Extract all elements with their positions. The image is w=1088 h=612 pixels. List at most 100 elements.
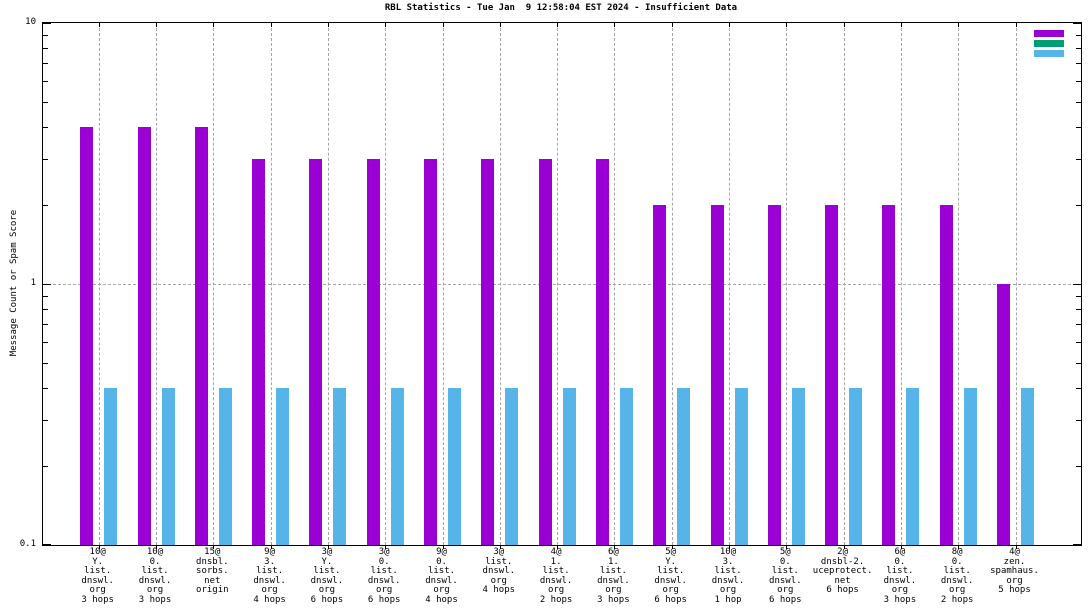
y-major-tick: [43, 284, 51, 285]
y-minor-tick: [43, 420, 48, 422]
bar-score-0-1-: [276, 387, 290, 545]
x-tick-label: 3@ list. dnswl. org 4 hops: [482, 547, 516, 595]
y-minor-tick: [43, 34, 48, 36]
x-bottom-tick: [98, 545, 100, 549]
x-tick-label: 10@ 3. list. dnswl. org 1 hop: [711, 547, 745, 605]
gridline-x: [270, 23, 272, 545]
y-minor-tick: [1076, 101, 1081, 103]
x-tick-label: 3@ 0. list. dnswl. org 6 hops: [367, 547, 401, 605]
x-top-tick: [1015, 23, 1017, 27]
bar-not-spam: [653, 205, 667, 545]
bar-score-0-1-: [161, 387, 175, 545]
y-tick-label: 0.1: [19, 539, 36, 549]
bar-not-spam: [366, 159, 380, 545]
y-minor-tick: [1076, 309, 1081, 311]
y-minor-tick: [43, 48, 48, 50]
y-minor-tick: [43, 362, 48, 364]
x-bottom-tick: [270, 545, 272, 549]
bar-not-spam: [710, 205, 724, 545]
x-bottom-tick: [213, 545, 215, 549]
bar-score-0-1-: [619, 387, 633, 545]
bar-not-spam: [882, 205, 896, 545]
y-minor-tick: [1076, 63, 1081, 65]
gridline-x: [1015, 23, 1017, 545]
x-top-tick: [614, 23, 616, 27]
x-top-tick: [442, 23, 444, 27]
x-bottom-tick: [557, 545, 559, 549]
x-bottom-tick: [958, 545, 960, 549]
bar-score-0-1-: [505, 387, 519, 545]
x-top-tick: [843, 23, 845, 27]
legend-swatch-score: [1034, 50, 1064, 57]
x-top-tick: [900, 23, 902, 27]
bar-not-spam: [194, 126, 208, 545]
y-major-tick: [1073, 284, 1081, 285]
bar-score-0-1-: [218, 387, 232, 545]
bar-not-spam: [939, 205, 953, 545]
gridline-x: [385, 23, 387, 545]
y-minor-tick: [1076, 420, 1081, 422]
gridline-x: [958, 23, 960, 545]
y-major-tick: [43, 23, 51, 24]
y-minor-tick: [1076, 48, 1081, 50]
chart-title: RBL Statistics - Tue Jan 9 12:58:04 EST …: [384, 3, 738, 13]
x-tick-label: 10@ 0. list. dnswl. org 3 hops: [138, 547, 172, 605]
bar-not-spam: [825, 205, 839, 545]
legend-swatch-spam: [1034, 40, 1064, 47]
y-minor-tick: [1076, 159, 1081, 161]
x-top-tick: [327, 23, 329, 27]
y-minor-tick: [43, 309, 48, 311]
gridline-x: [900, 23, 902, 545]
bar-not-spam: [80, 126, 94, 545]
gridline-x: [442, 23, 444, 545]
gridline-x: [729, 23, 730, 545]
x-tick-label: 6@ 1. list. dnswl. org 3 hops: [597, 547, 630, 605]
x-tick-label: 2@ dnsbl-2. uceprotect. net 6 hops: [812, 547, 873, 595]
bar-not-spam: [997, 284, 1010, 545]
x-bottom-tick: [671, 545, 673, 549]
x-top-tick: [958, 23, 960, 27]
x-bottom-tick: [156, 545, 157, 549]
y-minor-tick: [1076, 295, 1081, 297]
y-minor-tick: [1076, 126, 1081, 128]
bar-score-0-1-: [963, 387, 977, 545]
x-top-tick: [98, 23, 100, 27]
gridline-x: [671, 23, 673, 545]
bar-not-spam: [309, 159, 323, 545]
y-minor-tick: [43, 159, 48, 161]
gridline-x: [557, 23, 559, 545]
x-bottom-tick: [900, 545, 902, 549]
bar-score-0-1-: [448, 387, 461, 545]
y-minor-tick: [43, 63, 48, 65]
x-top-tick: [786, 23, 788, 27]
y-minor-tick: [1076, 387, 1081, 389]
gridline-x: [843, 23, 845, 545]
x-tick-label: 5@ Y. list. dnswl. org 6 hops: [654, 547, 687, 605]
y-minor-tick: [1076, 324, 1081, 326]
x-tick-label: 15@ dnsbl. sorbs. net origin: [196, 547, 229, 595]
bar-score-0-1-: [734, 387, 748, 545]
x-bottom-tick: [786, 545, 788, 549]
y-major-tick: [1073, 544, 1081, 545]
plot-area: [42, 22, 1082, 549]
bar-not-spam: [767, 205, 781, 545]
x-tick-label: 9@ 3. list. dnswl. org 4 hops: [253, 547, 286, 605]
y-major-tick: [1073, 23, 1081, 24]
x-top-tick: [156, 23, 157, 27]
x-bottom-tick: [729, 545, 730, 549]
x-top-tick: [671, 23, 673, 27]
y-minor-tick: [1076, 34, 1081, 36]
x-top-tick: [385, 23, 387, 27]
bar-not-spam: [424, 159, 437, 545]
y-minor-tick: [43, 101, 48, 103]
bar-score-0-1-: [562, 387, 576, 545]
bar-score-0-1-: [390, 387, 404, 545]
x-bottom-tick: [499, 545, 501, 549]
x-top-tick: [270, 23, 272, 27]
gridline-x: [327, 23, 329, 545]
x-tick-label: 4@ zen. spamhaus. org 5 hops: [990, 547, 1039, 595]
gridline-x: [98, 23, 100, 545]
y-minor-tick: [43, 341, 48, 343]
x-bottom-tick: [385, 545, 387, 549]
